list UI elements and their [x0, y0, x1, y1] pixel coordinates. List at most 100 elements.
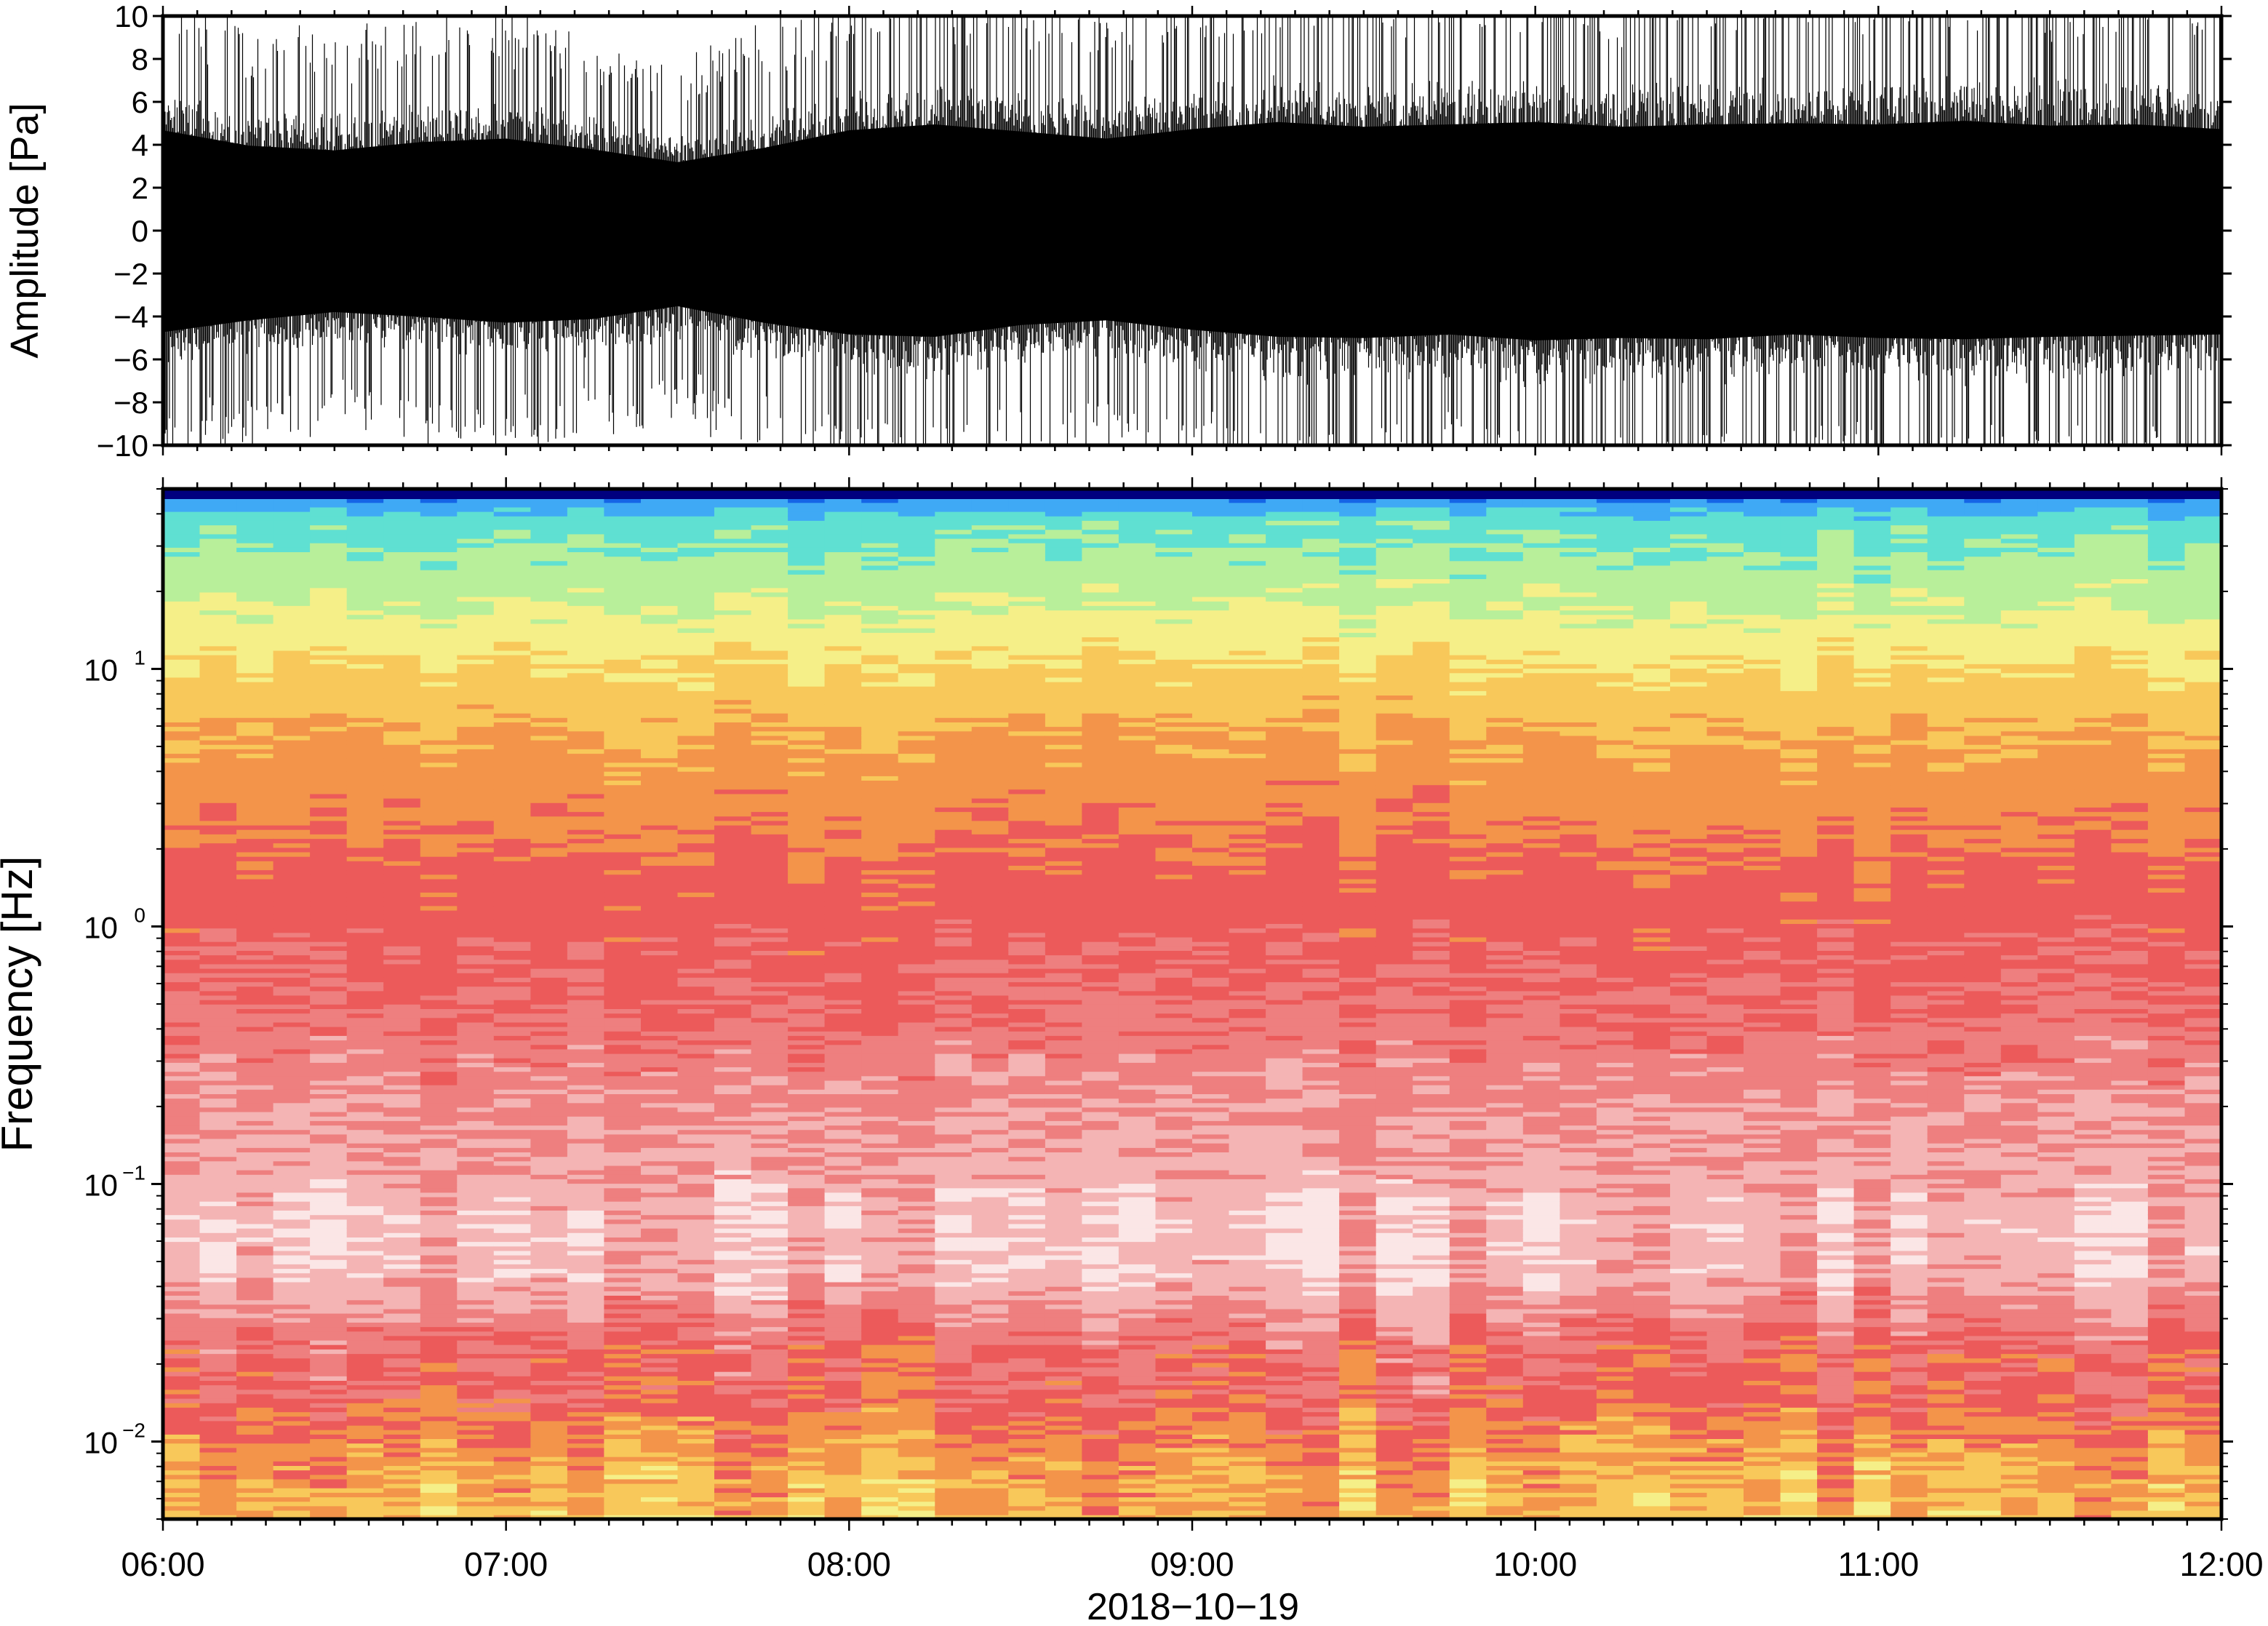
spectrogram-cell: [567, 1107, 604, 1112]
spectrogram-cell: [273, 690, 311, 696]
spectrogram-cell: [494, 1174, 531, 1179]
spectrogram-cell: [310, 1421, 347, 1426]
spectrogram-cell: [788, 1448, 825, 1453]
spectrogram-cell: [604, 1067, 641, 1072]
spectrogram-cell: [457, 910, 494, 915]
spectrogram-cell: [273, 668, 311, 673]
spectrogram-cell: [457, 1255, 494, 1260]
spectrogram-cell: [898, 1067, 935, 1072]
spectrogram-cell: [457, 986, 494, 991]
spectrogram-cell: [420, 1067, 458, 1072]
spectrogram-cell: [861, 1367, 898, 1372]
spectrogram-cell: [530, 1259, 567, 1264]
spectrogram-cell: [861, 1018, 898, 1023]
spectrogram-cell: [163, 682, 200, 687]
spectrogram-cell: [898, 709, 935, 714]
spectrogram-cell: [861, 1407, 898, 1412]
spectrogram-cell: [310, 767, 347, 772]
spectrogram-cell: [714, 1224, 751, 1229]
spectrogram-cell: [530, 1197, 567, 1202]
spectrogram-cell: [494, 1062, 531, 1067]
spectrogram-cell: [861, 753, 898, 758]
spectrogram-cell: [347, 704, 384, 709]
spectrogram-cell: [310, 802, 347, 808]
spectrogram-cell: [200, 1040, 237, 1045]
spectrogram-cell: [420, 1125, 458, 1130]
spectrogram-cell: [530, 1080, 567, 1085]
spectrogram-cell: [457, 896, 494, 901]
spectrogram-cell: [751, 1044, 788, 1049]
spectrogram-cell: [641, 690, 678, 696]
spectrogram-cell: [861, 1326, 898, 1331]
spectrogram-cell: [494, 1506, 531, 1511]
spectrogram-cell: [678, 950, 715, 955]
spectrogram-cell: [788, 1102, 825, 1107]
spectrogram-cell: [163, 663, 200, 669]
spectrogram-cell: [420, 1299, 458, 1304]
spectrogram-cell: [494, 986, 531, 991]
spectrogram-cell: [641, 610, 678, 615]
spectrogram-cell: [494, 789, 531, 794]
spectrogram-cell: [898, 1116, 935, 1121]
spectrogram-cell: [347, 646, 384, 651]
spectrogram-cell: [310, 1313, 347, 1318]
spectrogram-cell: [310, 1349, 347, 1354]
spectrogram-cell: [751, 848, 788, 853]
spectrogram-cell: [530, 1452, 567, 1457]
spectrogram-cell: [163, 861, 200, 866]
spectrogram-cell: [236, 1224, 273, 1229]
spectrogram-cell: [530, 1210, 567, 1215]
spectrogram-cell: [200, 1044, 237, 1049]
spectrogram-cell: [567, 731, 604, 736]
spectrogram-cell: [751, 1067, 788, 1072]
spectrogram-cell: [420, 1403, 458, 1408]
spectrogram-cell: [714, 1004, 751, 1009]
spectrogram-cell: [714, 767, 751, 772]
spectrogram-cell: [347, 1000, 384, 1005]
spectrogram-cell: [494, 1510, 531, 1515]
spectrogram-cell: [383, 1058, 420, 1063]
spectrogram-cell: [825, 928, 862, 933]
spectrogram-cell: [530, 529, 567, 534]
spectrogram-cell: [530, 1134, 567, 1139]
spectrogram-cell: [420, 933, 458, 938]
spectrogram-cell: [347, 511, 384, 517]
spectrogram-cell: [898, 1027, 935, 1032]
spectrogram-cell: [861, 744, 898, 749]
spectrogram-cell: [714, 1062, 751, 1067]
spectrogram-cell: [347, 1336, 384, 1341]
spectrogram-cell: [714, 1197, 751, 1202]
spectrogram-cell: [678, 538, 715, 543]
spectrogram-cell: [347, 1318, 384, 1323]
spectrogram-cell: [861, 1483, 898, 1488]
spectrogram-cell: [457, 995, 494, 1000]
spectrogram-cell: [494, 1197, 531, 1202]
spectrogram-cell: [383, 784, 420, 789]
spectrogram-cell: [825, 1295, 862, 1300]
spectrogram-cell: [861, 874, 898, 880]
spectrogram-cell: [788, 874, 825, 880]
spectrogram-cell: [530, 1295, 567, 1300]
spectrogram-cell: [788, 896, 825, 901]
spectrogram-cell: [383, 597, 420, 602]
spectrogram-cell: [420, 995, 458, 1000]
spectrogram-cell: [898, 1241, 935, 1246]
spectrogram-cell: [273, 1322, 311, 1327]
spectrogram-cell: [788, 695, 825, 700]
spectrogram-cell: [236, 1125, 273, 1130]
spectrogram-cell: [494, 1344, 531, 1350]
spectrogram-cell: [714, 583, 751, 588]
spectrogram-cell: [383, 821, 420, 826]
spectrogram-cell: [383, 1318, 420, 1323]
spectrogram-cell: [751, 547, 788, 552]
spectrogram-cell: [788, 1394, 825, 1399]
spectrogram-cell: [347, 914, 384, 920]
spectrogram-cell: [163, 1358, 200, 1363]
spectrogram-cell: [494, 1295, 531, 1300]
spectrogram-cell: [457, 888, 494, 893]
spectrogram-cell: [273, 802, 311, 808]
spectrogram-cell: [714, 1448, 751, 1453]
spectrogram-cell: [788, 1479, 825, 1484]
spectrogram-cell: [898, 1299, 935, 1304]
spectrogram-cell: [457, 816, 494, 821]
